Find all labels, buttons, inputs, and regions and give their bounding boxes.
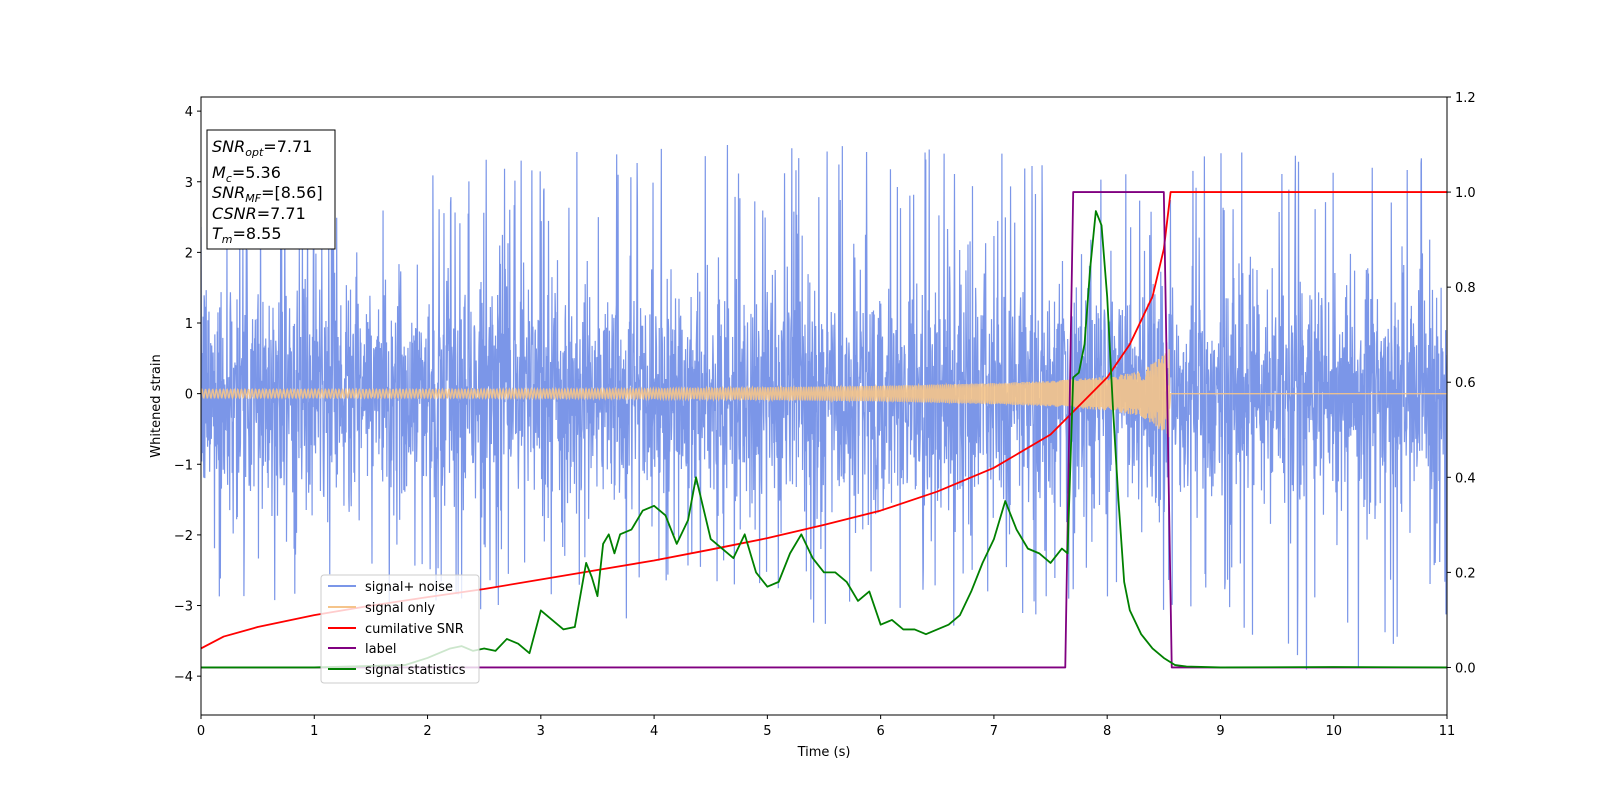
y-tick-label: −3 [174,600,193,615]
x-tick-label: 8 [1103,724,1111,739]
x-tick-label: 3 [537,724,545,739]
y-tick-label: 2 [185,246,193,261]
y2-tick-label: 0.2 [1455,566,1476,581]
legend-label: label [365,642,396,657]
y2-tick-label: 0.6 [1455,376,1476,391]
legend-label: signal+ noise [365,580,453,595]
y2-tick-label: 1.2 [1455,91,1476,106]
y2-tick-label: 0.4 [1455,471,1476,486]
x-tick-label: 11 [1439,724,1456,739]
legend-label: cumilative SNR [365,622,464,637]
y-tick-label: −2 [174,529,193,544]
legend-entry-label: label [328,642,396,657]
x-tick-label: 10 [1325,724,1342,739]
info-box: SNRopt=7.71 Mc=5.36 SNRMF=[8.56] CSNR=7.… [206,129,336,250]
legend-entry-signal-only: signal only [328,601,435,616]
series-signal-noise [201,145,1447,670]
info-tm: Tm=8.55 [212,224,282,246]
legend-label: signal statistics [365,663,466,678]
y2-tick-label: 0.0 [1455,661,1476,676]
y-tick-label: 3 [185,176,193,191]
plot-frame [200,96,1448,716]
y-tick-label: 0 [185,388,193,403]
legend-entry-cumulative-snr: cumilative SNR [328,622,464,637]
y-axis-label: Whitened strain [149,354,164,457]
info-mc: Mc=5.36 [212,163,281,185]
legend-entry-signal-statistics: signal statistics [328,663,466,678]
x-tick-label: 0 [197,724,205,739]
y2-tick-label: 0.8 [1455,281,1476,296]
legend-label: signal only [365,601,435,616]
info-csnr: CSNR=7.71 [212,204,306,223]
y-axis-left: −4 −3 −2 −1 0 1 2 3 4 [174,105,201,685]
legend-entry-signal-noise: signal+ noise [328,580,453,595]
legend-frame [320,574,480,684]
y-tick-label: −4 [174,670,193,685]
x-tick-label: 9 [1216,724,1224,739]
legend: signal+ noise signal only cumilative SNR… [320,574,480,684]
x-axis-label: Time (s) [797,745,851,760]
info-snr-opt: SNRopt=7.71 [212,137,312,159]
x-tick-label: 2 [423,724,431,739]
y-tick-label: −1 [174,458,193,473]
series-signal-only [201,349,1447,438]
y-tick-label: 4 [185,105,193,120]
y2-tick-label: 1.0 [1455,186,1476,201]
x-tick-label: 6 [876,724,884,739]
series-signal-statistics [201,210,1447,669]
info-snr-mf: SNRMF=[8.56] [212,183,323,205]
y-axis-right: 0.0 0.2 0.4 0.6 0.8 1.0 1.2 [1447,91,1476,676]
x-tick-label: 7 [990,724,998,739]
x-tick-label: 1 [310,724,318,739]
y-tick-label: 1 [185,317,193,332]
x-axis: 0 1 2 3 4 5 6 7 8 9 10 11 [197,715,1455,739]
info-box-frame [206,129,336,250]
x-tick-label: 5 [763,724,771,739]
x-tick-label: 4 [650,724,658,739]
